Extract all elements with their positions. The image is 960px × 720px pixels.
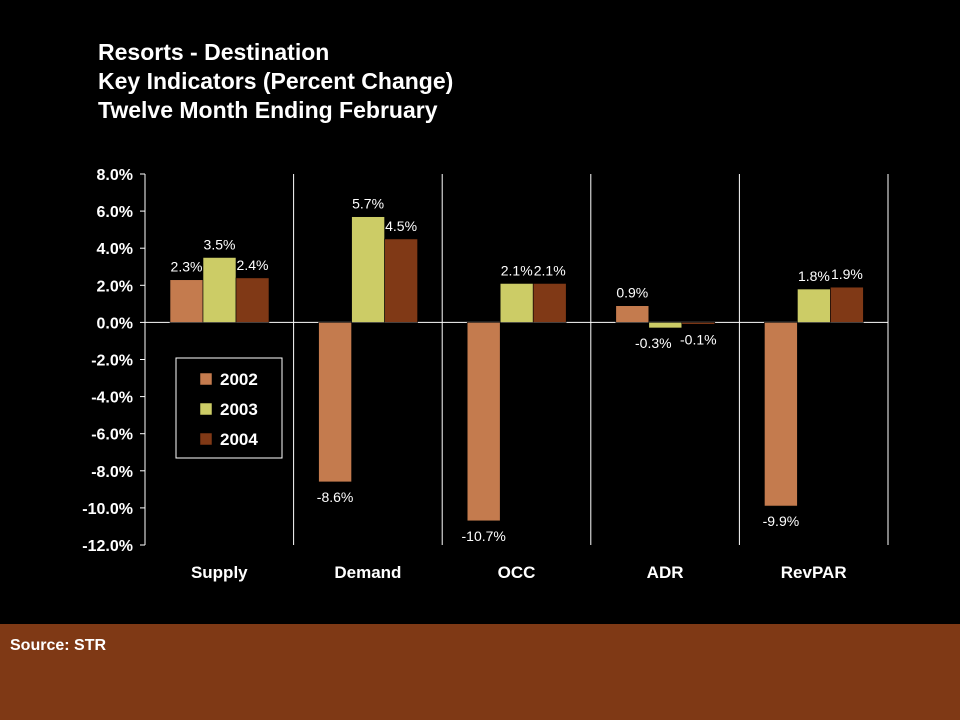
title-line-3: Twelve Month Ending February	[98, 97, 438, 123]
y-tick-label: -4.0%	[91, 390, 133, 407]
legend-label-2002: 2002	[220, 370, 258, 389]
legend-swatch-2003	[199, 402, 213, 416]
data-label: -0.3%	[635, 335, 672, 351]
data-label: 4.5%	[385, 218, 417, 234]
bar-supply-2003	[202, 257, 237, 323]
bar-occ-2002	[466, 322, 501, 522]
bar-demand-2002	[318, 322, 352, 483]
x-category-label: OCC	[498, 563, 536, 582]
y-tick-label: -10.0%	[82, 501, 133, 518]
bar-adr-2003	[648, 322, 683, 329]
bar-adr-2002	[615, 305, 650, 323]
bar-demand-2003	[351, 216, 385, 323]
x-category-label: Demand	[334, 563, 401, 582]
x-category-label: ADR	[647, 563, 684, 582]
source-label: Source: STR	[10, 637, 107, 654]
bar-demand-2004	[384, 238, 418, 323]
data-label: -10.7%	[462, 528, 506, 544]
x-category-label: RevPAR	[781, 563, 847, 582]
chart-title: Resorts - Destination Key Indicators (Pe…	[98, 38, 453, 125]
legend-label-2003: 2003	[220, 400, 258, 419]
data-label: 5.7%	[352, 196, 384, 212]
footer-band	[0, 624, 960, 720]
bar-revpar-2003	[797, 288, 831, 323]
bar-occ-2004	[532, 283, 567, 323]
bar-supply-2002	[169, 279, 204, 323]
data-label: 2.3%	[171, 259, 203, 275]
title-line-2: Key Indicators (Percent Change)	[98, 68, 454, 94]
data-label: 1.9%	[831, 266, 863, 282]
y-tick-label: -12.0%	[82, 538, 133, 555]
y-tick-label: 2.0%	[97, 278, 133, 295]
data-label: 0.9%	[616, 285, 648, 301]
data-label: 2.1%	[501, 262, 533, 278]
data-label: 1.8%	[798, 268, 830, 284]
bar-occ-2003	[499, 283, 534, 323]
y-tick-label: -8.0%	[91, 464, 133, 481]
legend-swatch-2004	[199, 432, 213, 446]
y-tick-label: 4.0%	[97, 241, 133, 258]
title-line-1: Resorts - Destination	[98, 39, 330, 65]
bar-revpar-2004	[830, 286, 864, 323]
data-label: -8.6%	[317, 489, 354, 505]
bar-supply-2004	[235, 277, 270, 323]
legend-label-2004: 2004	[220, 430, 258, 449]
x-category-label: Supply	[191, 563, 248, 582]
data-label: 2.1%	[534, 262, 566, 278]
bar-revpar-2002	[764, 322, 798, 507]
data-label: -9.9%	[763, 513, 800, 529]
data-label: -0.1%	[680, 331, 717, 347]
y-tick-label: -2.0%	[91, 353, 133, 370]
y-tick-label: 6.0%	[97, 204, 133, 221]
legend-swatch-2002	[199, 372, 213, 386]
data-label: 3.5%	[204, 236, 236, 252]
y-tick-label: -6.0%	[91, 427, 133, 444]
bar-adr-2004	[681, 322, 716, 325]
legend	[175, 357, 283, 459]
y-tick-label: 0.0%	[97, 315, 133, 332]
data-label: 2.4%	[237, 257, 269, 273]
y-tick-label: 8.0%	[97, 167, 133, 184]
